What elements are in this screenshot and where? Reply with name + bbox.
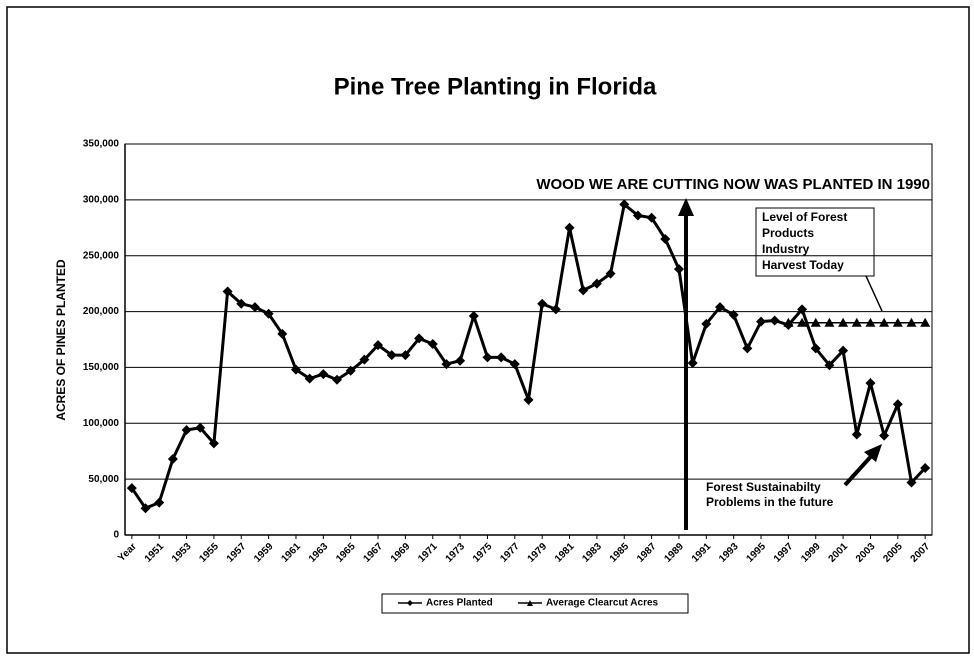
data-point (181, 424, 192, 435)
data-point (277, 328, 288, 339)
annotation: Harvest Today (762, 258, 844, 272)
data-point (140, 503, 151, 514)
data-point (290, 364, 301, 375)
data-point (468, 311, 479, 322)
data-point (632, 210, 643, 221)
data-point (824, 360, 835, 371)
arrowhead (678, 198, 694, 216)
legend-label: Average Clearcut Acres (546, 598, 659, 609)
annotation: Level of Forest (762, 210, 847, 224)
data-point (701, 318, 712, 329)
data-point (414, 333, 425, 344)
data-point (892, 317, 903, 327)
data-point (441, 359, 452, 370)
plot-border (124, 143, 933, 536)
data-point (126, 483, 137, 494)
y-tick-label: 100,000 (83, 418, 120, 429)
data-point (838, 317, 849, 327)
annotation-arrow (865, 275, 883, 312)
legend-marker (527, 600, 533, 606)
data-point (797, 304, 808, 315)
data-point (851, 317, 862, 327)
data-point (673, 264, 684, 275)
y-tick-label: 50,000 (88, 474, 119, 485)
data-point (906, 317, 917, 327)
data-point (386, 350, 397, 361)
annotation: WOOD WE ARE CUTTING NOW WAS PLANTED IN 1… (536, 176, 930, 193)
y-tick-label: 250,000 (83, 250, 120, 261)
data-point (742, 343, 753, 354)
data-point (824, 317, 835, 327)
annotation: Products (762, 226, 814, 240)
legend-marker (407, 600, 413, 606)
data-point (646, 212, 657, 223)
data-point (714, 302, 725, 313)
data-point (263, 308, 274, 319)
y-tick-label: 200,000 (83, 306, 120, 317)
data-point (879, 430, 890, 441)
annotation-box (755, 207, 875, 277)
data-point (591, 278, 602, 289)
data-point (810, 317, 821, 327)
y-axis-label: ACRES OF PINES PLANTED (54, 259, 68, 421)
data-point (509, 359, 520, 370)
legend-label: Acres Planted (426, 598, 493, 609)
data-point (523, 394, 534, 405)
data-point (728, 309, 739, 320)
data-point (373, 340, 384, 351)
y-tick-label: 350,000 (83, 139, 120, 150)
data-point (318, 369, 329, 380)
data-point (783, 317, 794, 327)
chart-title: Pine Tree Planting in Florida (334, 73, 657, 100)
data-point (797, 317, 808, 327)
data-point (482, 352, 493, 363)
data-point (687, 357, 698, 368)
annotation: Forest Sustainabilty (706, 480, 821, 494)
data-point (236, 298, 247, 309)
data-point (208, 438, 219, 449)
data-point (550, 304, 561, 315)
data-point (222, 286, 233, 297)
annotation: Problems in the future (706, 495, 834, 509)
data-point (892, 399, 903, 410)
data-point (920, 462, 931, 473)
data-point (879, 317, 890, 327)
data-point (427, 338, 438, 349)
data-point (455, 355, 466, 366)
data-point (249, 302, 260, 313)
data-point (564, 222, 575, 233)
data-point (537, 298, 548, 309)
arrowhead (864, 444, 882, 462)
data-point (838, 345, 849, 356)
data-point (154, 497, 165, 508)
data-point (660, 233, 671, 244)
data-point (920, 317, 931, 327)
data-point (496, 352, 507, 363)
y-tick-label: 0 (113, 530, 119, 541)
data-point (359, 354, 370, 365)
y-tick-label: 300,000 (83, 194, 120, 205)
data-point (304, 373, 315, 384)
data-point (605, 268, 616, 279)
data-point (619, 199, 630, 210)
data-point (332, 374, 343, 385)
data-point (578, 285, 589, 296)
data-point (167, 454, 178, 465)
y-tick-label: 150,000 (83, 362, 120, 373)
data-point (906, 477, 917, 488)
data-point (769, 315, 780, 326)
data-point (345, 365, 356, 376)
data-point (851, 429, 862, 440)
data-point (865, 317, 876, 327)
data-point (195, 422, 206, 433)
data-point (400, 350, 411, 361)
data-point (810, 343, 821, 354)
annotation: Industry (762, 242, 810, 256)
data-point (865, 378, 876, 389)
data-point (756, 316, 767, 327)
